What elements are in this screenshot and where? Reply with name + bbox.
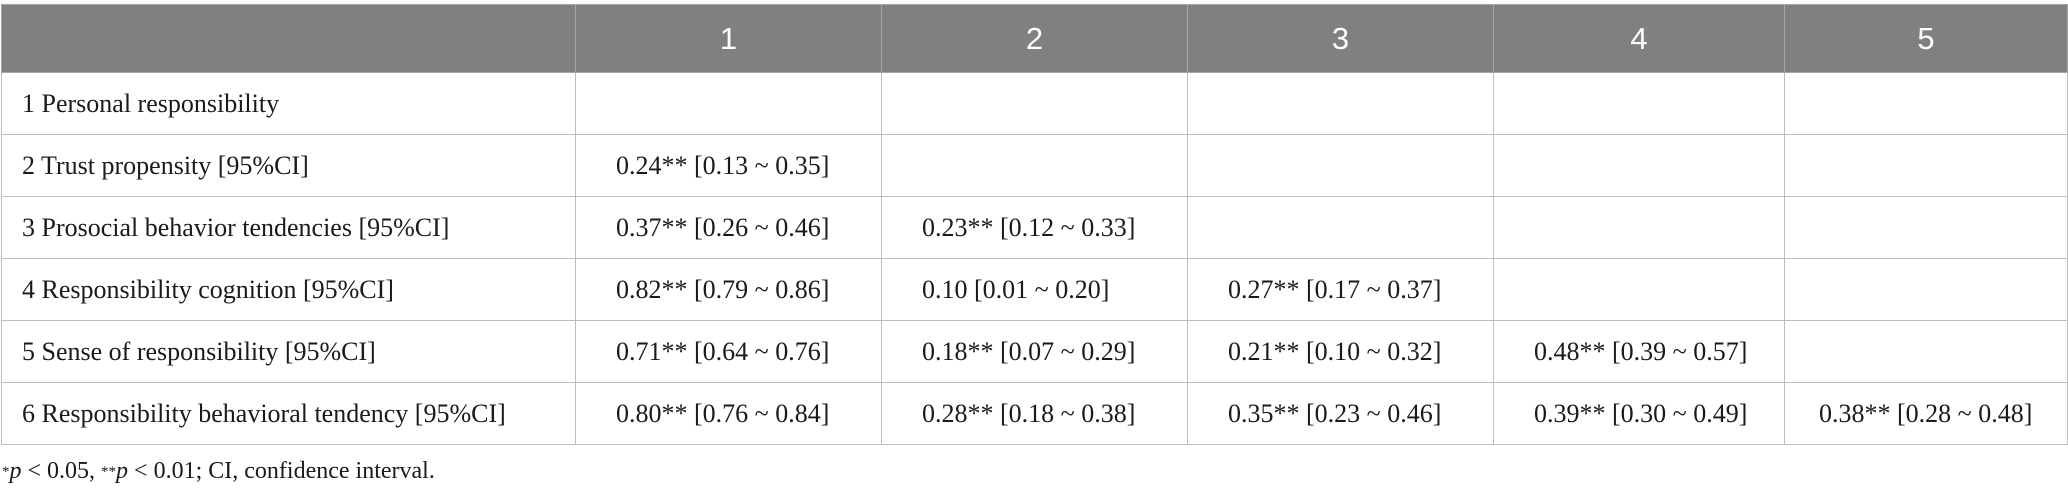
- table-cell: 0.18** [0.07 ~ 0.29]: [881, 320, 1188, 383]
- table-cell: 0.21** [0.10 ~ 0.32]: [1187, 320, 1494, 383]
- table-cell: 0.27** [0.17 ~ 0.37]: [1187, 258, 1494, 321]
- column-header: 3: [1187, 4, 1494, 73]
- table-cell: [1784, 320, 2068, 383]
- column-header: 4: [1493, 4, 1785, 73]
- table-footnote: *p < 0.05, **p < 0.01; CI, confidence in…: [2, 458, 435, 485]
- row-label: 2 Trust propensity [95%CI]: [1, 134, 576, 197]
- table-cell: 0.37** [0.26 ~ 0.46]: [575, 196, 882, 259]
- table-cell: [1493, 258, 1785, 321]
- table-cell: 0.38** [0.28 ~ 0.48]: [1784, 382, 2068, 445]
- footnote-p: p: [9, 458, 22, 484]
- table-cell: [1784, 72, 2068, 135]
- table-cell: 0.48** [0.39 ~ 0.57]: [1493, 320, 1785, 383]
- column-header: 5: [1784, 4, 2068, 73]
- table-header-row: 1 2 3 4 5: [1, 4, 2068, 73]
- column-header: [1, 4, 576, 73]
- correlation-table: 1 2 3 4 5 1 Personal responsibility 2 Tr…: [1, 4, 2068, 445]
- table-cell: [881, 134, 1188, 197]
- table-row: 6 Responsibility behavioral tendency [95…: [1, 382, 2068, 445]
- table-cell: [881, 72, 1188, 135]
- footnote-mark: **: [101, 464, 117, 480]
- table-row: 5 Sense of responsibility [95%CI] 0.71**…: [1, 320, 2068, 383]
- table-row: 1 Personal responsibility: [1, 72, 2068, 135]
- table-cell: [1187, 72, 1494, 135]
- table-cell: 0.80** [0.76 ~ 0.84]: [575, 382, 882, 445]
- table-cell: [1493, 134, 1785, 197]
- table-row: 4 Responsibility cognition [95%CI] 0.82*…: [1, 258, 2068, 321]
- table-cell: 0.82** [0.79 ~ 0.86]: [575, 258, 882, 321]
- table-cell: [1784, 258, 2068, 321]
- table-cell: [1493, 72, 1785, 135]
- row-label: 4 Responsibility cognition [95%CI]: [1, 258, 576, 321]
- row-label: 5 Sense of responsibility [95%CI]: [1, 320, 576, 383]
- table-cell: 0.35** [0.23 ~ 0.46]: [1187, 382, 1494, 445]
- row-label: 6 Responsibility behavioral tendency [95…: [1, 382, 576, 445]
- table-row: 3 Prosocial behavior tendencies [95%CI] …: [1, 196, 2068, 259]
- table-cell: 0.23** [0.12 ~ 0.33]: [881, 196, 1188, 259]
- row-label: 1 Personal responsibility: [1, 72, 576, 135]
- table-cell: [1784, 196, 2068, 259]
- table-cell: 0.28** [0.18 ~ 0.38]: [881, 382, 1188, 445]
- table-cell: 0.71** [0.64 ~ 0.76]: [575, 320, 882, 383]
- footnote-p: p: [116, 458, 129, 484]
- footnote-mark: *: [2, 464, 10, 480]
- table-cell: [1187, 134, 1494, 197]
- column-header: 2: [881, 4, 1188, 73]
- correlation-table-container: 1 2 3 4 5 1 Personal responsibility 2 Tr…: [0, 4, 2068, 445]
- column-header: 1: [575, 4, 882, 73]
- table-row: 2 Trust propensity [95%CI] 0.24** [0.13 …: [1, 134, 2068, 197]
- footnote-text: < 0.01; CI, confidence interval.: [128, 458, 435, 484]
- table-cell: [575, 72, 882, 135]
- table-cell: 0.24** [0.13 ~ 0.35]: [575, 134, 882, 197]
- row-label: 3 Prosocial behavior tendencies [95%CI]: [1, 196, 576, 259]
- table-cell: 0.10 [0.01 ~ 0.20]: [881, 258, 1188, 321]
- table-cell: [1784, 134, 2068, 197]
- table-cell: [1187, 196, 1494, 259]
- footnote-text: < 0.05,: [21, 458, 102, 484]
- table-cell: [1493, 196, 1785, 259]
- table-cell: 0.39** [0.30 ~ 0.49]: [1493, 382, 1785, 445]
